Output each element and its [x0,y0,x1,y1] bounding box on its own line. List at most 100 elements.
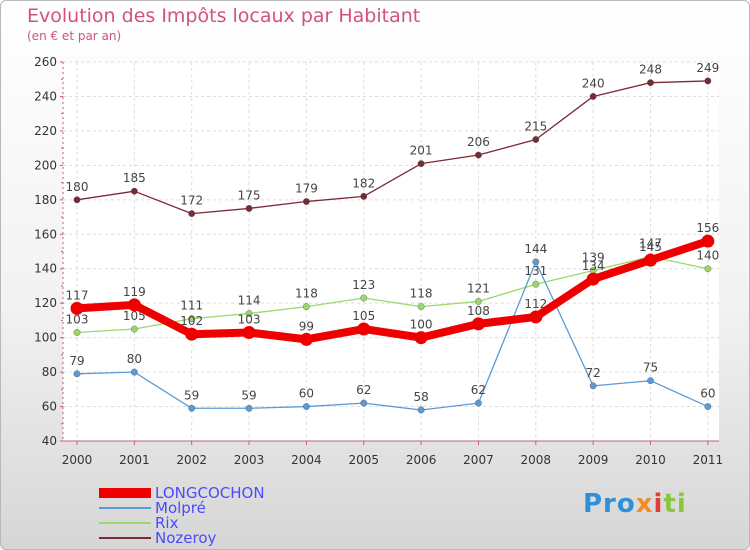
series-line-longcochon [73,237,712,344]
chart-subtitle: (en € et par an) [27,29,122,43]
data-label-longcochon: 117 [66,288,89,302]
y-tick-label: 180 [34,193,57,207]
legend-label-longcochon: LONGCOCHON [155,483,265,502]
series-line-molpre [76,261,709,411]
data-point-nozeroy [130,187,138,195]
data-label-nozeroy: 206 [467,135,490,149]
data-label-nozeroy: 240 [582,76,605,90]
data-label-nozeroy: 215 [524,120,547,134]
data-label-nozeroy: 185 [123,171,146,185]
data-label-rix: 118 [295,287,318,301]
data-point-nozeroy [417,160,425,168]
x-tick-label: 2006 [406,453,437,467]
data-point-nozeroy [302,198,310,205]
data-point-molpre [589,382,597,390]
data-label-longcochon: 119 [123,285,146,299]
data-label-molpre: 72 [586,366,601,380]
brand-part-2: x [635,489,654,519]
legend-item-molpre: Molpré [99,499,265,517]
y-tick-label: 200 [34,158,57,172]
data-point-rix [188,315,196,323]
brand-part-3: i [653,489,664,519]
data-point-longcochon [586,272,600,286]
y-tick-label: 60 [42,400,57,414]
data-point-molpre [475,399,482,407]
data-point-molpre [532,258,540,266]
data-label-longcochon: 103 [238,312,261,326]
x-tick-label: 2009 [578,453,609,467]
data-label-rix: 123 [352,278,375,292]
data-label-nozeroy: 180 [66,180,89,194]
data-point-molpre [302,403,310,410]
y-tick-label: 140 [34,262,57,276]
data-label-rix: 105 [123,309,146,323]
data-label-longcochon: 100 [410,318,433,332]
data-point-rix [73,329,81,336]
data-label-longcochon: 156 [696,221,719,235]
legend-label-rix: Rix [155,513,179,532]
y-tick-label: 120 [34,296,57,310]
data-point-nozeroy [73,196,81,204]
brand-logo: Proxiti [583,489,687,519]
y-tick-label: 260 [34,55,57,69]
data-label-rix: 103 [66,312,89,326]
x-tick-label: 2005 [348,453,379,467]
x-tick-label: 2011 [693,453,724,467]
data-label-molpre: 75 [643,361,658,375]
legend-swatch-longcochon [99,487,151,498]
data-label-nozeroy: 248 [639,63,662,77]
data-point-molpre [188,404,196,412]
legend: LONGCOCHON Molpré Rix Nozeroy [99,483,265,547]
data-label-longcochon: 99 [299,319,314,333]
y-tick-label: 40 [42,434,57,448]
x-tick-label: 2002 [176,453,207,467]
y-tick-label: 240 [34,89,57,103]
y-tick-label: 220 [34,124,57,138]
data-label-nozeroy: 172 [180,194,203,208]
brand-part-4: ti [663,489,687,519]
data-point-rix [417,303,425,311]
data-point-molpre [417,406,425,414]
series-line-nozeroy [76,80,709,215]
data-label-longcochon: 112 [524,297,547,311]
data-label-nozeroy: 179 [295,182,318,196]
data-label-molpre: 60 [299,387,314,401]
plot-area [63,62,719,441]
data-point-longcochon [70,301,84,315]
data-point-rix [532,280,540,288]
data-point-molpre [73,370,81,378]
data-point-longcochon [357,322,371,336]
data-label-rix: 147 [639,237,662,251]
data-label-molpre: 80 [127,352,142,366]
brand-part-1: Pro [583,489,636,519]
data-point-longcochon [701,234,715,248]
data-point-nozeroy [589,93,597,100]
chart-title: Evolution des Impôts locaux par Habitant [27,5,421,27]
data-point-longcochon [242,325,256,339]
data-label-molpre: 60 [700,387,715,401]
data-point-longcochon [299,332,313,346]
y-tick-label: 160 [34,227,57,241]
data-point-molpre [130,368,138,376]
data-point-rix [475,298,482,305]
data-label-rix: 114 [238,294,261,308]
data-point-rix [360,294,368,302]
data-point-rix [704,265,712,273]
data-point-molpre [360,399,368,407]
data-point-longcochon [127,298,141,312]
data-label-rix: 121 [467,281,490,295]
data-label-molpre: 59 [184,388,199,402]
data-label-nozeroy: 175 [238,188,261,202]
data-label-longcochon: 105 [352,309,375,323]
data-label-rix: 111 [180,299,203,313]
data-label-longcochon: 102 [180,314,203,328]
data-point-nozeroy [245,205,253,212]
data-label-rix: 118 [410,287,433,301]
data-label-molpre: 62 [471,383,486,397]
data-point-nozeroy [360,192,368,200]
data-point-rix [130,325,138,333]
y-tick-label: 100 [34,331,57,345]
legend-swatch-molpre [99,506,151,509]
data-label-molpre: 144 [524,242,547,256]
